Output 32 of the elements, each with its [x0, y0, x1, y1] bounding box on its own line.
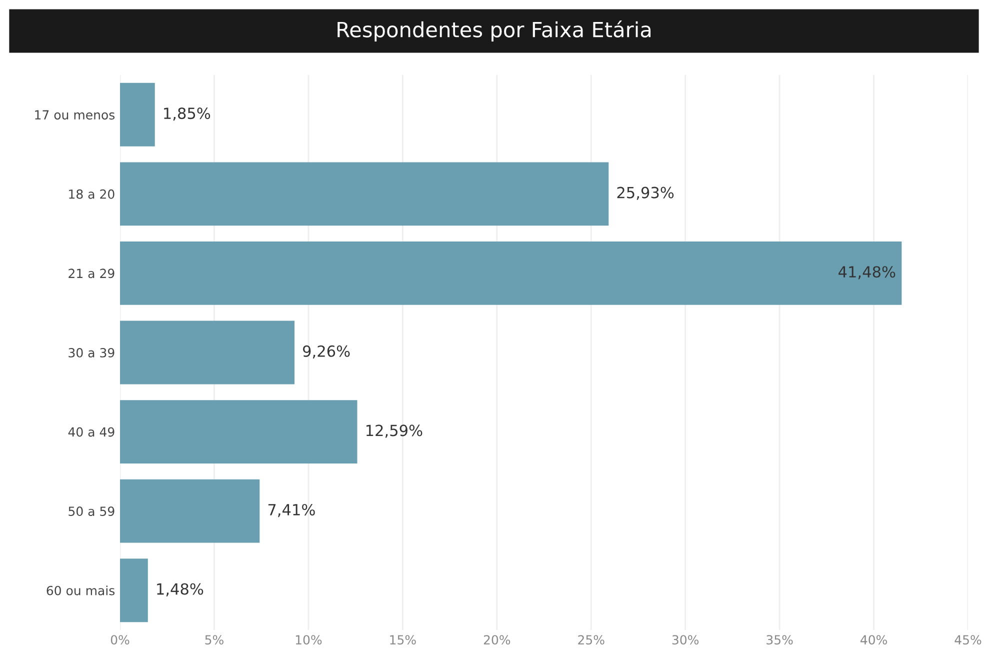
x-tick-label: 25%	[578, 635, 604, 645]
chart-title: Respondentes por Faixa Etária	[338, 20, 651, 42]
y-tick-label: 50 a 59	[68, 506, 114, 516]
data-label: 7,41%	[268, 504, 315, 518]
bar	[120, 242, 902, 305]
y-tick-label: 40 a 49	[68, 427, 114, 437]
y-tick-label: 17 ou menos	[35, 110, 115, 120]
bar	[120, 320, 294, 384]
data-label: 9,26%	[303, 345, 350, 358]
x-tick-label: 10%	[296, 635, 322, 645]
y-tick-label: 30 a 39	[68, 348, 114, 358]
bar	[120, 400, 358, 464]
x-tick-label: 40%	[860, 635, 887, 645]
x-tick-label: 45%	[954, 635, 982, 645]
data-label: 1,85%	[164, 108, 210, 121]
bar	[120, 162, 609, 226]
x-tick-label: 15%	[390, 635, 416, 645]
x-tick-label: 5%	[205, 635, 224, 645]
x-tick-label: 20%	[484, 635, 510, 645]
bar	[120, 82, 155, 146]
data-label: 25,93%	[617, 186, 674, 200]
data-label: 12,59%	[366, 424, 422, 438]
bar	[120, 558, 148, 622]
data-label: 41,48%	[838, 266, 896, 280]
x-tick-label: 30%	[672, 635, 699, 645]
x-tick-label: 0%	[110, 635, 130, 645]
data-label: 1,48%	[157, 583, 204, 596]
y-tick-label: 18 a 20	[69, 189, 114, 199]
bar	[120, 479, 260, 543]
x-tick-label: 35%	[766, 635, 793, 645]
y-tick-label: 21 a 29	[68, 268, 114, 278]
y-tick-label: 60 ou mais	[46, 586, 115, 596]
